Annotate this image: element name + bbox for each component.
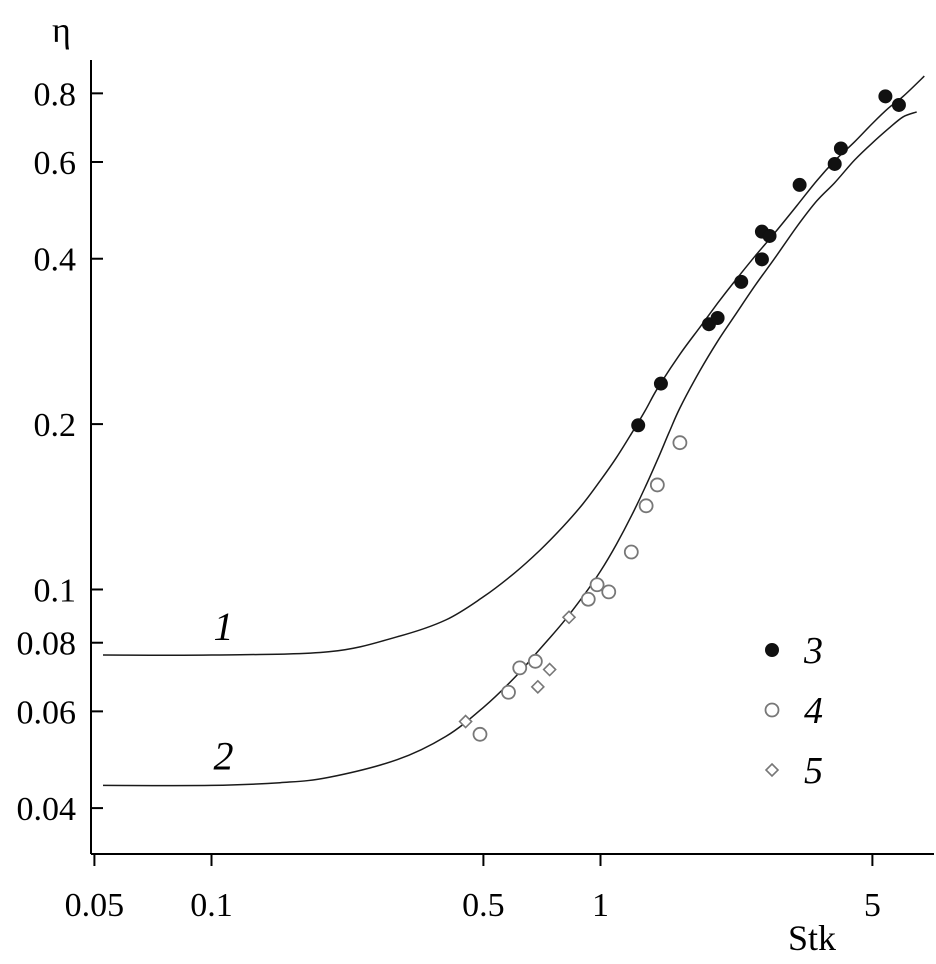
point-series-4 [601, 584, 617, 600]
x-tick-label: 5 [864, 887, 881, 924]
point-series-3 [631, 418, 646, 433]
point-series-4 [649, 477, 665, 493]
y-tick-label: 0.6 [34, 145, 77, 182]
axes [90, 60, 934, 855]
x-ticks: 0.05 0.1 0.5 1 5 [65, 854, 881, 924]
point-series-4 [472, 726, 488, 742]
x-tick-label: 0.05 [65, 887, 125, 924]
point-series-4 [589, 577, 605, 593]
point-series-4 [623, 544, 639, 560]
y-tick-label: 0.8 [34, 76, 77, 113]
y-tick-label: 0.4 [34, 242, 77, 279]
point-series-5 [530, 679, 545, 694]
legend-marker-3 [765, 643, 779, 657]
curve-label-2: 2 [214, 734, 234, 779]
x-tick-label: 1 [592, 887, 609, 924]
point-series-3 [762, 228, 777, 243]
legend-label-4: 4 [804, 690, 823, 732]
curve-1 [102, 75, 925, 656]
point-series-4 [527, 653, 543, 669]
y-ticks: 0.04 0.06 0.08 0.1 0.2 0.4 0.6 0.8 [17, 76, 103, 828]
point-series-3 [891, 97, 906, 112]
curve-label-1: 1 [214, 604, 234, 649]
point-series-3 [754, 252, 769, 267]
point-series-3 [710, 311, 725, 326]
x-tick-label: 0.1 [190, 887, 233, 924]
point-series-4 [501, 684, 516, 700]
point-series-5 [561, 610, 577, 625]
point-series-4 [638, 498, 654, 514]
point-series-3 [878, 89, 893, 104]
y-axis-title: η [52, 10, 71, 50]
point-series-3 [827, 156, 842, 171]
y-tick-label: 0.1 [34, 572, 77, 609]
y-tick-label: 0.06 [17, 694, 77, 731]
point-series-3 [734, 274, 749, 289]
legend-label-5: 5 [804, 750, 823, 792]
y-tick-label: 0.04 [17, 791, 77, 828]
legend-marker-4 [764, 702, 780, 718]
point-series-4 [580, 591, 596, 607]
point-series-3 [653, 376, 668, 391]
curve-2 [102, 111, 917, 787]
legend-label-3: 3 [803, 630, 823, 672]
legend-marker-5 [764, 762, 780, 778]
point-series-3 [833, 141, 848, 156]
point-series-3 [792, 177, 807, 192]
point-series-5 [458, 714, 473, 729]
x-tick-label: 0.5 [462, 887, 505, 924]
point-series-4 [512, 660, 528, 676]
point-series-5 [542, 662, 557, 677]
x-axis-title: Stk [788, 918, 836, 958]
y-tick-label: 0.2 [34, 407, 77, 444]
legend: 3 4 5 [764, 630, 823, 792]
point-series-4 [672, 435, 688, 451]
data-markers [458, 89, 906, 742]
y-tick-label: 0.08 [17, 626, 77, 663]
